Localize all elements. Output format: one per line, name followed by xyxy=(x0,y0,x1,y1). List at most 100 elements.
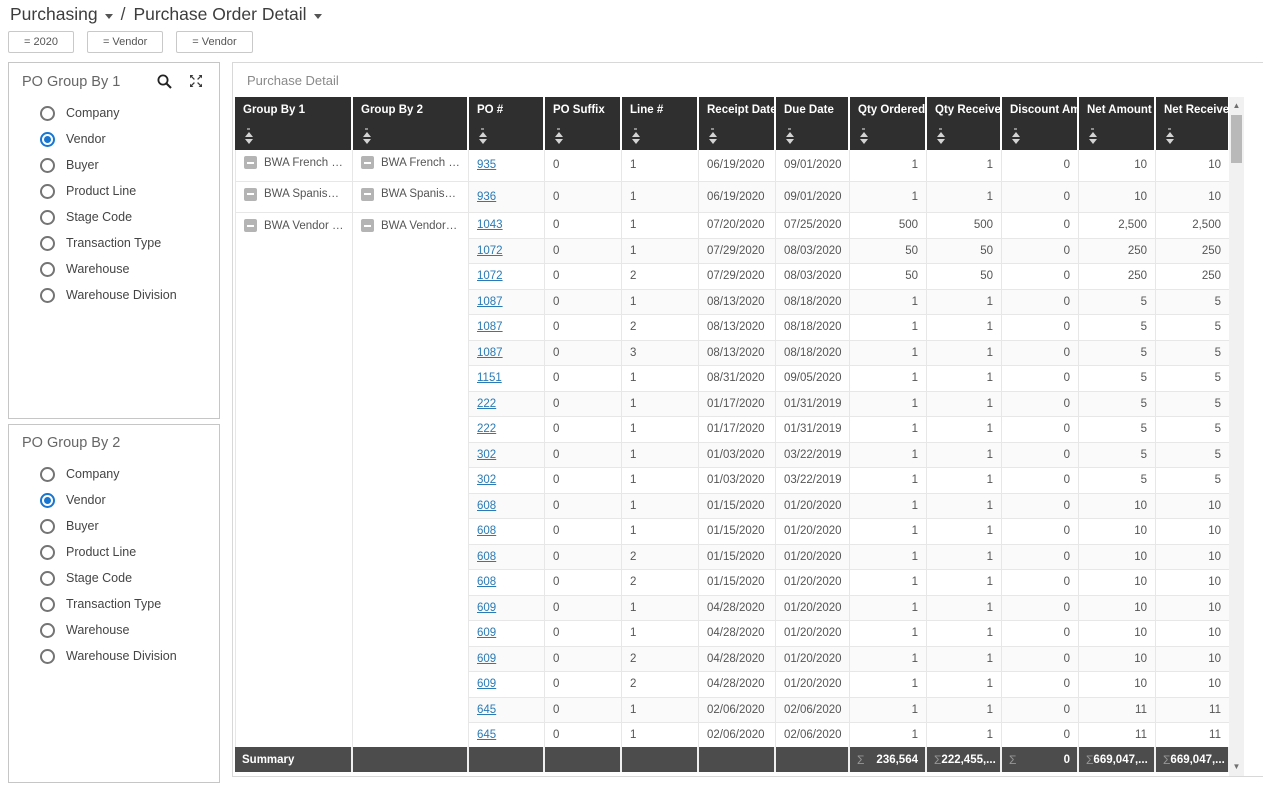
radio-option-product-line[interactable]: Product Line xyxy=(9,178,219,204)
po-link[interactable]: 609 xyxy=(477,678,496,690)
radio-button-icon[interactable] xyxy=(40,649,55,664)
radio-option-warehouse-division[interactable]: Warehouse Division xyxy=(9,643,219,669)
radio-option-buyer[interactable]: Buyer xyxy=(9,513,219,539)
column-header-due-date[interactable]: Due Date xyxy=(775,97,849,150)
po-link[interactable]: 645 xyxy=(477,729,496,741)
breadcrumb-purchase-order-detail[interactable]: Purchase Order Detail xyxy=(133,4,321,25)
sort-icon[interactable] xyxy=(244,128,253,144)
radio-option-warehouse[interactable]: Warehouse xyxy=(9,617,219,643)
po-link[interactable]: 609 xyxy=(477,627,496,639)
column-header-receipt-date[interactable]: Receipt Date xyxy=(698,97,775,150)
radio-button-icon[interactable] xyxy=(40,184,55,199)
radio-button-icon[interactable] xyxy=(40,519,55,534)
expand-icon[interactable] xyxy=(188,73,205,90)
column-header-net-received[interactable]: Net Received xyxy=(1155,97,1229,150)
collapse-minus-icon[interactable] xyxy=(361,188,374,201)
radio-button-icon[interactable] xyxy=(40,288,55,303)
po-link[interactable]: 936 xyxy=(477,191,496,203)
po-link[interactable]: 609 xyxy=(477,602,496,614)
scroll-down-icon[interactable]: ▼ xyxy=(1229,762,1244,772)
filter-chip-groupby1[interactable]: = Vendor xyxy=(87,31,163,53)
collapse-minus-icon[interactable] xyxy=(361,156,374,169)
po-link[interactable]: 222 xyxy=(477,398,496,410)
scroll-up-icon[interactable]: ▲ xyxy=(1229,101,1244,111)
radio-button-icon[interactable] xyxy=(40,106,55,121)
po-link[interactable]: 608 xyxy=(477,500,496,512)
radio-option-stage-code[interactable]: Stage Code xyxy=(9,204,219,230)
column-header-net-amount[interactable]: Net Amount xyxy=(1078,97,1155,150)
radio-option-warehouse-division[interactable]: Warehouse Division xyxy=(9,282,219,308)
po-link[interactable]: 935 xyxy=(477,159,496,171)
radio-option-buyer[interactable]: Buyer xyxy=(9,152,219,178)
column-header-qty-received[interactable]: Qty Received xyxy=(926,97,1001,150)
breadcrumb-purchasing[interactable]: Purchasing xyxy=(10,4,113,25)
scrollbar-thumb[interactable] xyxy=(1231,115,1242,163)
radio-button-icon[interactable] xyxy=(40,623,55,638)
cell-qty-received: 1 xyxy=(927,468,1002,494)
radio-option-vendor[interactable]: Vendor xyxy=(9,487,219,513)
column-header-qty-ordered[interactable]: Qty Ordered xyxy=(849,97,926,150)
radio-button-icon[interactable] xyxy=(40,210,55,225)
sort-icon[interactable] xyxy=(478,128,487,144)
radio-option-company[interactable]: Company xyxy=(9,100,219,126)
vertical-scrollbar[interactable]: ▲ ▼ xyxy=(1229,97,1244,776)
column-header-line-[interactable]: Line # xyxy=(621,97,698,150)
sort-icon[interactable] xyxy=(1011,128,1020,144)
po-link[interactable]: 608 xyxy=(477,525,496,537)
collapse-minus-icon[interactable] xyxy=(361,219,374,232)
column-header-po-suffix[interactable]: PO Suffix xyxy=(544,97,621,150)
column-header-discount-amt[interactable]: Discount Amt xyxy=(1001,97,1078,150)
sort-icon[interactable] xyxy=(936,128,945,144)
po-link[interactable]: 645 xyxy=(477,704,496,716)
column-header-group-by-1[interactable]: Group By 1 xyxy=(235,97,352,150)
radio-option-vendor[interactable]: Vendor xyxy=(9,126,219,152)
filter-chip-groupby2[interactable]: = Vendor xyxy=(176,31,252,53)
po-link[interactable]: 1072 xyxy=(477,270,503,282)
po-link[interactable]: 608 xyxy=(477,551,496,563)
sort-icon[interactable] xyxy=(1165,128,1174,144)
radio-option-warehouse[interactable]: Warehouse xyxy=(9,256,219,282)
po-link[interactable]: 608 xyxy=(477,576,496,588)
radio-button-icon[interactable] xyxy=(40,158,55,173)
radio-button-icon[interactable] xyxy=(40,262,55,277)
radio-button-icon[interactable] xyxy=(40,467,55,482)
sort-icon[interactable] xyxy=(362,128,371,144)
column-header-group-by-2[interactable]: Group By 2 xyxy=(352,97,468,150)
radio-option-company[interactable]: Company xyxy=(9,461,219,487)
radio-option-product-line[interactable]: Product Line xyxy=(9,539,219,565)
po-link[interactable]: 1087 xyxy=(477,347,503,359)
sort-icon[interactable] xyxy=(631,128,640,144)
po-link[interactable]: 1087 xyxy=(477,321,503,333)
filter-chip-year[interactable]: = 2020 xyxy=(8,31,74,53)
radio-button-icon[interactable] xyxy=(40,236,55,251)
sort-icon[interactable] xyxy=(785,128,794,144)
radio-button-icon[interactable] xyxy=(40,545,55,560)
po-link[interactable]: 222 xyxy=(477,423,496,435)
po-link[interactable]: 609 xyxy=(477,653,496,665)
po-link[interactable]: 1087 xyxy=(477,296,503,308)
column-header-po-[interactable]: PO # xyxy=(468,97,544,150)
radio-button-icon[interactable] xyxy=(40,571,55,586)
radio-option-transaction-type[interactable]: Transaction Type xyxy=(9,230,219,256)
sort-icon[interactable] xyxy=(708,128,717,144)
sort-icon[interactable] xyxy=(554,128,563,144)
po-link[interactable]: 302 xyxy=(477,449,496,461)
cell-line-: 1 xyxy=(622,621,699,647)
po-link[interactable]: 1072 xyxy=(477,245,503,257)
po-link[interactable]: 1043 xyxy=(477,219,503,231)
cell-line-: 1 xyxy=(622,493,699,519)
cell-receipt-date: 02/06/2020 xyxy=(699,697,776,723)
sort-icon[interactable] xyxy=(859,128,868,144)
collapse-minus-icon[interactable] xyxy=(244,156,257,169)
radio-button-icon[interactable] xyxy=(40,597,55,612)
po-link[interactable]: 1151 xyxy=(477,372,502,384)
po-link[interactable]: 302 xyxy=(477,474,496,486)
sort-icon[interactable] xyxy=(1088,128,1097,144)
radio-button-icon[interactable] xyxy=(40,493,55,508)
radio-button-icon[interactable] xyxy=(40,132,55,147)
search-icon[interactable] xyxy=(156,73,173,90)
radio-option-stage-code[interactable]: Stage Code xyxy=(9,565,219,591)
collapse-minus-icon[interactable] xyxy=(244,219,257,232)
radio-option-transaction-type[interactable]: Transaction Type xyxy=(9,591,219,617)
collapse-minus-icon[interactable] xyxy=(244,188,257,201)
